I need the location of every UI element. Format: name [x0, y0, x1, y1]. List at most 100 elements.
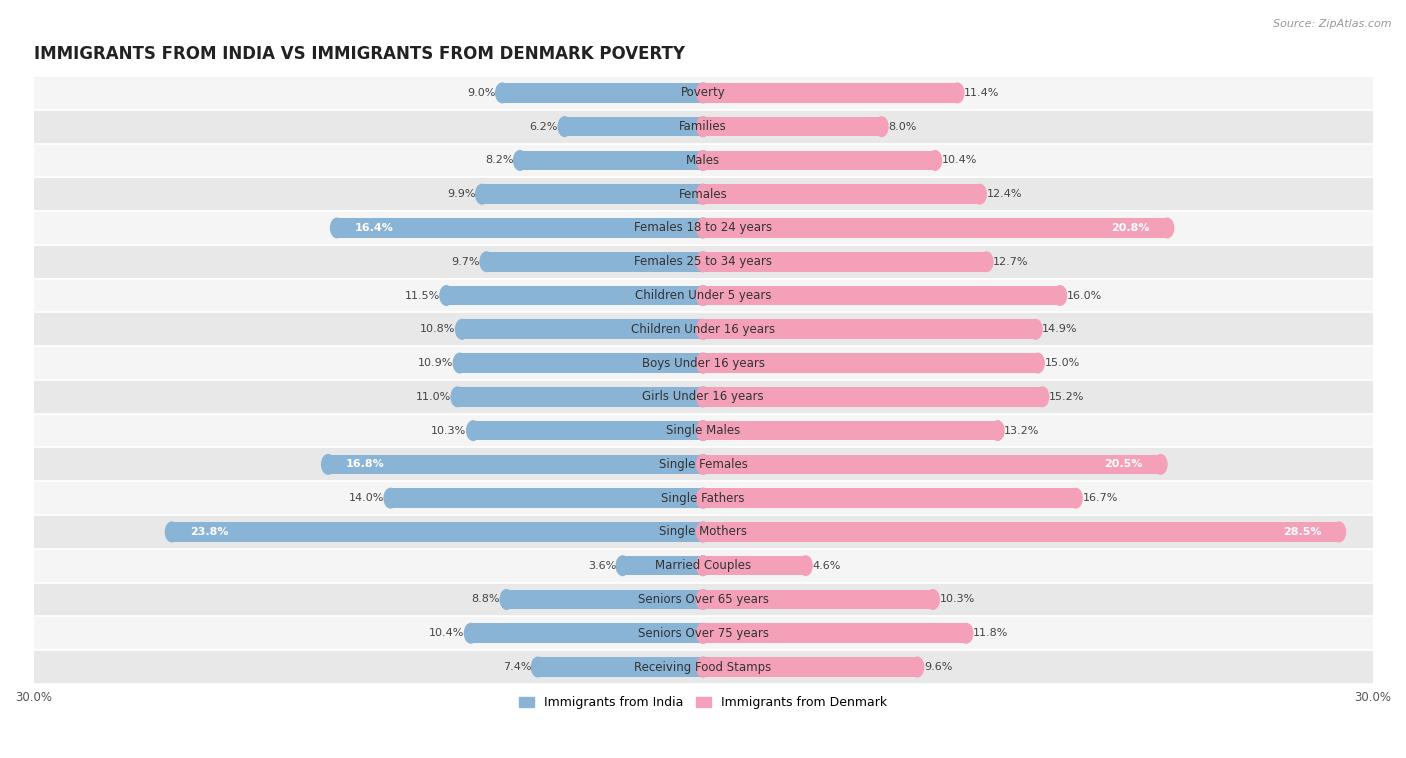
Circle shape [696, 624, 710, 643]
Bar [703, 286, 1060, 305]
Bar [703, 556, 806, 575]
Text: 9.6%: 9.6% [924, 662, 952, 672]
Circle shape [696, 657, 710, 677]
Bar [703, 657, 917, 677]
Circle shape [927, 590, 939, 609]
Text: Boys Under 16 years: Boys Under 16 years [641, 356, 765, 370]
Circle shape [330, 218, 343, 238]
Text: 14.0%: 14.0% [349, 493, 384, 503]
Circle shape [467, 421, 479, 440]
Bar [34, 279, 1372, 312]
Text: 15.2%: 15.2% [1049, 392, 1084, 402]
Circle shape [696, 151, 710, 171]
Circle shape [496, 83, 509, 102]
Text: 9.9%: 9.9% [447, 190, 475, 199]
Bar [460, 353, 703, 373]
Circle shape [696, 286, 710, 305]
Text: Seniors Over 75 years: Seniors Over 75 years [637, 627, 769, 640]
Bar [703, 151, 935, 171]
Bar [703, 117, 882, 136]
Circle shape [696, 353, 710, 373]
Circle shape [696, 488, 710, 508]
Bar [703, 522, 1339, 542]
Text: 11.4%: 11.4% [965, 88, 1000, 98]
Circle shape [479, 252, 494, 271]
Bar [463, 319, 703, 339]
Circle shape [696, 624, 710, 643]
Circle shape [696, 319, 710, 339]
Bar [703, 184, 980, 204]
Circle shape [696, 151, 710, 171]
Circle shape [696, 556, 710, 575]
Bar [34, 211, 1372, 245]
Bar [34, 583, 1372, 616]
Text: Single Fathers: Single Fathers [661, 492, 745, 505]
Circle shape [696, 218, 710, 238]
Circle shape [696, 117, 710, 136]
Text: 8.8%: 8.8% [471, 594, 501, 604]
Text: 12.4%: 12.4% [987, 190, 1022, 199]
Circle shape [696, 83, 710, 102]
Circle shape [991, 421, 1004, 440]
Circle shape [531, 657, 544, 677]
Bar [703, 421, 998, 440]
Bar [34, 312, 1372, 346]
Bar [486, 252, 703, 271]
Circle shape [1161, 218, 1174, 238]
Text: 4.6%: 4.6% [813, 561, 841, 571]
Bar [34, 76, 1372, 110]
Circle shape [696, 252, 710, 271]
Bar [474, 421, 703, 440]
Text: 8.0%: 8.0% [889, 121, 917, 132]
Bar [34, 346, 1372, 380]
Circle shape [696, 387, 710, 406]
Text: 13.2%: 13.2% [1004, 425, 1039, 436]
Text: Single Mothers: Single Mothers [659, 525, 747, 538]
Text: 10.3%: 10.3% [939, 594, 974, 604]
Circle shape [696, 286, 710, 305]
Bar [328, 455, 703, 475]
Bar [34, 177, 1372, 211]
Circle shape [696, 117, 710, 136]
Text: Children Under 5 years: Children Under 5 years [634, 289, 772, 302]
Circle shape [696, 556, 710, 575]
Circle shape [1154, 455, 1167, 475]
Circle shape [928, 151, 942, 171]
Text: 15.0%: 15.0% [1045, 358, 1080, 368]
Text: Females: Females [679, 188, 727, 201]
Bar [34, 110, 1372, 143]
Bar [34, 245, 1372, 279]
Bar [703, 218, 1167, 238]
Bar [34, 143, 1372, 177]
Text: Married Couples: Married Couples [655, 559, 751, 572]
Circle shape [799, 556, 813, 575]
Text: 6.2%: 6.2% [530, 121, 558, 132]
Circle shape [696, 184, 710, 204]
Bar [502, 83, 703, 102]
Circle shape [696, 590, 710, 609]
Bar [482, 184, 703, 204]
Text: 11.8%: 11.8% [973, 628, 1008, 638]
Text: 20.5%: 20.5% [1104, 459, 1143, 469]
Text: IMMIGRANTS FROM INDIA VS IMMIGRANTS FROM DENMARK POVERTY: IMMIGRANTS FROM INDIA VS IMMIGRANTS FROM… [34, 45, 685, 64]
Circle shape [166, 522, 179, 542]
Circle shape [440, 286, 453, 305]
Bar [34, 380, 1372, 414]
Circle shape [475, 184, 488, 204]
Circle shape [1069, 488, 1083, 508]
Circle shape [453, 353, 467, 373]
Circle shape [322, 455, 335, 475]
Bar [446, 286, 703, 305]
Text: Poverty: Poverty [681, 86, 725, 99]
Circle shape [1053, 286, 1067, 305]
Text: 16.4%: 16.4% [354, 223, 394, 233]
Circle shape [696, 522, 710, 542]
Text: 10.8%: 10.8% [420, 324, 456, 334]
Text: Males: Males [686, 154, 720, 167]
Text: 10.4%: 10.4% [942, 155, 977, 165]
Circle shape [911, 657, 924, 677]
Circle shape [696, 488, 710, 508]
Circle shape [696, 387, 710, 406]
Bar [623, 556, 703, 575]
Text: Source: ZipAtlas.com: Source: ZipAtlas.com [1274, 19, 1392, 29]
